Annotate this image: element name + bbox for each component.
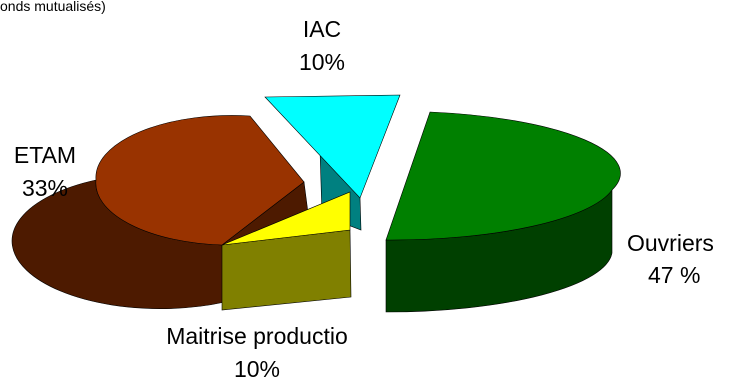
slice-top-iac — [264, 94, 401, 199]
slice-top-ouvriers — [385, 111, 621, 241]
chart-subtitle: onds mutualisés) — [0, 0, 106, 14]
pie-tops — [95, 94, 621, 246]
slice-label-maitrise: Maitrise productio — [166, 323, 348, 349]
slice-value-maitrise: 10% — [234, 356, 280, 382]
slice-value-iac: 10% — [299, 49, 345, 75]
slice-value-etam: 33% — [22, 175, 68, 201]
slice-value-ouvriers: 47 % — [648, 262, 700, 288]
slice-label-iac: IAC — [303, 16, 341, 42]
slice-top-etam — [95, 115, 305, 246]
slice-label-etam: ETAM — [14, 142, 76, 168]
slice-label-ouvriers: Ouvriers — [627, 230, 714, 256]
slice-top-maitrise — [221, 191, 351, 246]
